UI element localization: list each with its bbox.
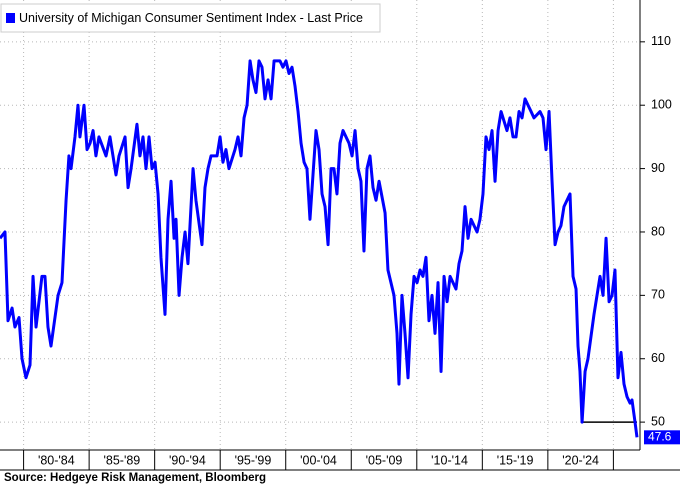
- y-tick-label: 90: [651, 161, 665, 175]
- grid: [0, 0, 640, 450]
- x-tick-label: '05-'09: [366, 453, 403, 467]
- y-tick-label: 70: [651, 288, 665, 302]
- x-tick-label: '95-'99: [235, 453, 272, 467]
- x-tick-label: '85-'89: [104, 453, 141, 467]
- last-value-label: 47.6: [648, 429, 672, 443]
- x-tick-label: '15-'19: [497, 453, 534, 467]
- legend-label: University of Michigan Consumer Sentimen…: [19, 11, 363, 25]
- x-tick-label: '20-'24: [562, 453, 599, 467]
- source: Source: Hedgeye Risk Management, Bloombe…: [4, 472, 266, 484]
- legend-box: [0, 3, 381, 33]
- legend: University of Michigan Consumer Sentimen…: [0, 3, 381, 33]
- legend-swatch: [6, 13, 15, 23]
- last-value-box: [644, 430, 680, 445]
- x-tick-label: '10-'14: [431, 453, 468, 467]
- x-tick-label: '00-'04: [300, 453, 337, 467]
- series-line: [0, 59, 639, 438]
- y-tick-label: 110: [651, 34, 671, 48]
- x-tick-label: '80-'84: [38, 453, 75, 467]
- y-tick-label: 80: [651, 224, 665, 238]
- y-tick-label: 60: [651, 351, 665, 365]
- x-tick-label: '90-'94: [169, 453, 206, 467]
- y-tick-label: 50: [651, 414, 665, 428]
- y-tick-label: 100: [651, 98, 672, 112]
